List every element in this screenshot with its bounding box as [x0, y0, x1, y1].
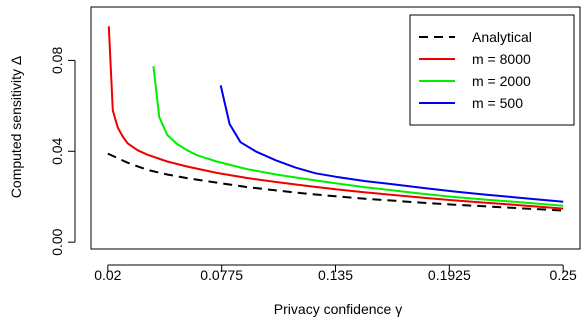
- legend: Analytical m = 8000 m = 2000 m = 500: [409, 14, 575, 126]
- legend-box: [409, 14, 575, 126]
- legend-label: m = 8000: [472, 51, 531, 67]
- x-tick-label: 0.25: [550, 267, 577, 283]
- series-line-m-8000: [107, 26, 564, 210]
- legend-label: Analytical: [472, 29, 532, 45]
- x-axis: 0.02 0.0775 0.135 0.1925 0.25: [94, 264, 577, 283]
- x-axis-label: Privacy confidence γ: [274, 301, 402, 317]
- y-tick-label: 0.08: [49, 47, 65, 74]
- y-tick-label: 0.04: [49, 137, 65, 164]
- series-line-m-2000: [152, 65, 564, 207]
- legend-label: m = 500: [472, 95, 523, 111]
- x-tick-label: 0.02: [94, 267, 121, 283]
- series-line-m-500: [219, 85, 564, 203]
- series-line-analytical: [107, 152, 564, 212]
- legend-label: m = 2000: [472, 73, 531, 89]
- y-tick-label: 0.00: [49, 228, 65, 255]
- x-tick-label: 0.135: [318, 267, 353, 283]
- x-tick-label: 0.1925: [428, 267, 471, 283]
- plot-frame: [90, 6, 581, 250]
- x-tick-label: 0.0775: [200, 267, 243, 283]
- y-axis: 0.00 0.04 0.08: [49, 47, 76, 256]
- series-layer: [107, 26, 564, 212]
- y-axis-label: Computed sensitivity Δ: [8, 56, 24, 198]
- plot-area: [90, 6, 581, 250]
